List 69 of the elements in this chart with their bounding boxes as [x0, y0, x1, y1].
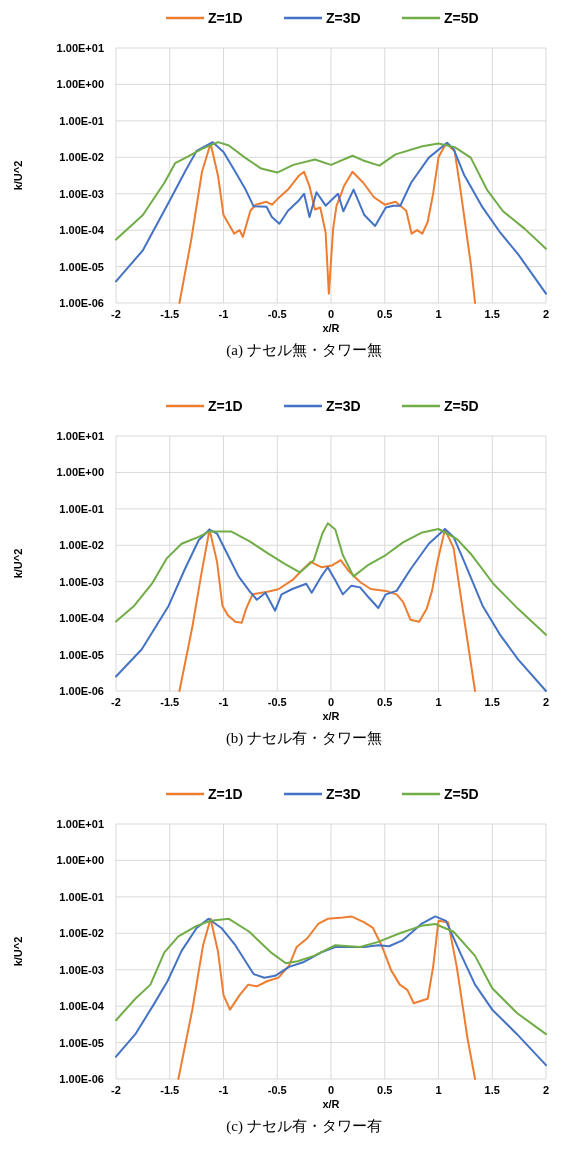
y-tick-label: 1.00E-02 — [59, 539, 104, 552]
x-tick-label: 0 — [327, 308, 335, 320]
x-tick-label: 1.5 — [484, 1084, 500, 1096]
y-tick-label: 1.00E-06 — [59, 297, 104, 309]
x-tick-label: -0.5 — [267, 696, 287, 708]
x-tick-label: 2 — [542, 308, 550, 320]
x-tick-label: -0.5 — [267, 308, 287, 320]
y-tick-label: 1.00E-02 — [59, 927, 104, 940]
x-tick-label: 0.5 — [377, 308, 393, 320]
x-tick-label: 0.5 — [377, 696, 393, 708]
x-axis-title: x/R — [322, 1098, 340, 1110]
legend-label: Z=1D — [208, 398, 243, 414]
legend-label: Z=3D — [326, 786, 361, 802]
legend-label: Z=1D — [208, 10, 243, 26]
legend-label: Z=3D — [326, 10, 361, 26]
y-tick-label: 1.00E-03 — [59, 575, 104, 588]
y-tick-label: 1.00E+01 — [56, 42, 104, 54]
y-tick-label: 1.00E-01 — [59, 114, 104, 127]
x-tick-label: -1 — [218, 308, 229, 320]
y-tick-label: 1.00E-05 — [59, 260, 104, 273]
y-tick-label: 1.00E-03 — [59, 963, 104, 976]
legend-label: Z=3D — [326, 398, 361, 414]
y-axis-title: k/U^2 — [12, 936, 24, 967]
x-tick-label: 2 — [542, 1084, 550, 1096]
y-tick-label: 1.00E-01 — [59, 502, 104, 515]
y-tick-label: 1.00E-05 — [59, 1036, 104, 1049]
x-tick-label: 1 — [435, 308, 442, 320]
x-tick-label: 1 — [435, 696, 442, 708]
y-axis-title: k/U^2 — [12, 160, 24, 191]
y-tick-label: 1.00E+00 — [56, 466, 104, 479]
y-tick-label: 1.00E+00 — [56, 78, 104, 91]
x-tick-label: 1.5 — [484, 308, 500, 320]
y-tick-label: 1.00E+01 — [56, 430, 104, 442]
x-tick-label: 0.5 — [377, 1084, 393, 1096]
y-tick-label: 1.00E-03 — [59, 187, 104, 200]
x-tick-label: -2 — [111, 1084, 121, 1096]
x-axis-title: x/R — [322, 322, 340, 334]
y-tick-label: 1.00E-04 — [59, 612, 105, 625]
text: (c) ナセル有・タワー有 — [226, 1118, 382, 1135]
x-tick-label: -2 — [111, 308, 121, 320]
y-tick-label: 1.00E-01 — [59, 890, 104, 903]
x-tick-label: -1.5 — [160, 308, 180, 320]
y-tick-label: 1.00E+01 — [56, 818, 104, 830]
x-tick-label: 1.5 — [484, 696, 500, 708]
x-tick-label: -1 — [218, 1084, 229, 1096]
y-tick-label: 1.00E-05 — [59, 648, 104, 661]
x-tick-label: 0 — [327, 696, 335, 708]
legend-label: Z=5D — [444, 398, 479, 414]
y-tick-label: 1.00E-06 — [59, 685, 104, 697]
legend-label: Z=5D — [444, 10, 479, 26]
legend-label: Z=1D — [208, 786, 243, 802]
x-tick-label: -2 — [111, 696, 121, 708]
legend-label: Z=5D — [444, 786, 479, 802]
text: (b) ナセル有・タワー無 — [225, 730, 383, 747]
x-tick-label: 1 — [435, 1084, 442, 1096]
y-tick-label: 1.00E+00 — [56, 854, 104, 867]
text: (a) ナセル無・タワー無 — [226, 342, 382, 359]
x-axis-title: x/R — [322, 710, 340, 722]
x-tick-label: -1.5 — [160, 696, 180, 708]
y-tick-label: 1.00E-04 — [59, 1000, 105, 1013]
x-tick-label: 2 — [542, 696, 550, 708]
x-tick-label: -1.5 — [160, 1084, 180, 1096]
y-tick-label: 1.00E-06 — [59, 1073, 104, 1085]
x-tick-label: -0.5 — [267, 1084, 287, 1096]
y-axis-title: k/U^2 — [12, 548, 24, 579]
y-tick-label: 1.00E-04 — [59, 224, 105, 237]
x-tick-label: 0 — [327, 1084, 335, 1096]
y-tick-label: 1.00E-02 — [59, 151, 104, 164]
x-tick-label: -1 — [218, 696, 229, 708]
